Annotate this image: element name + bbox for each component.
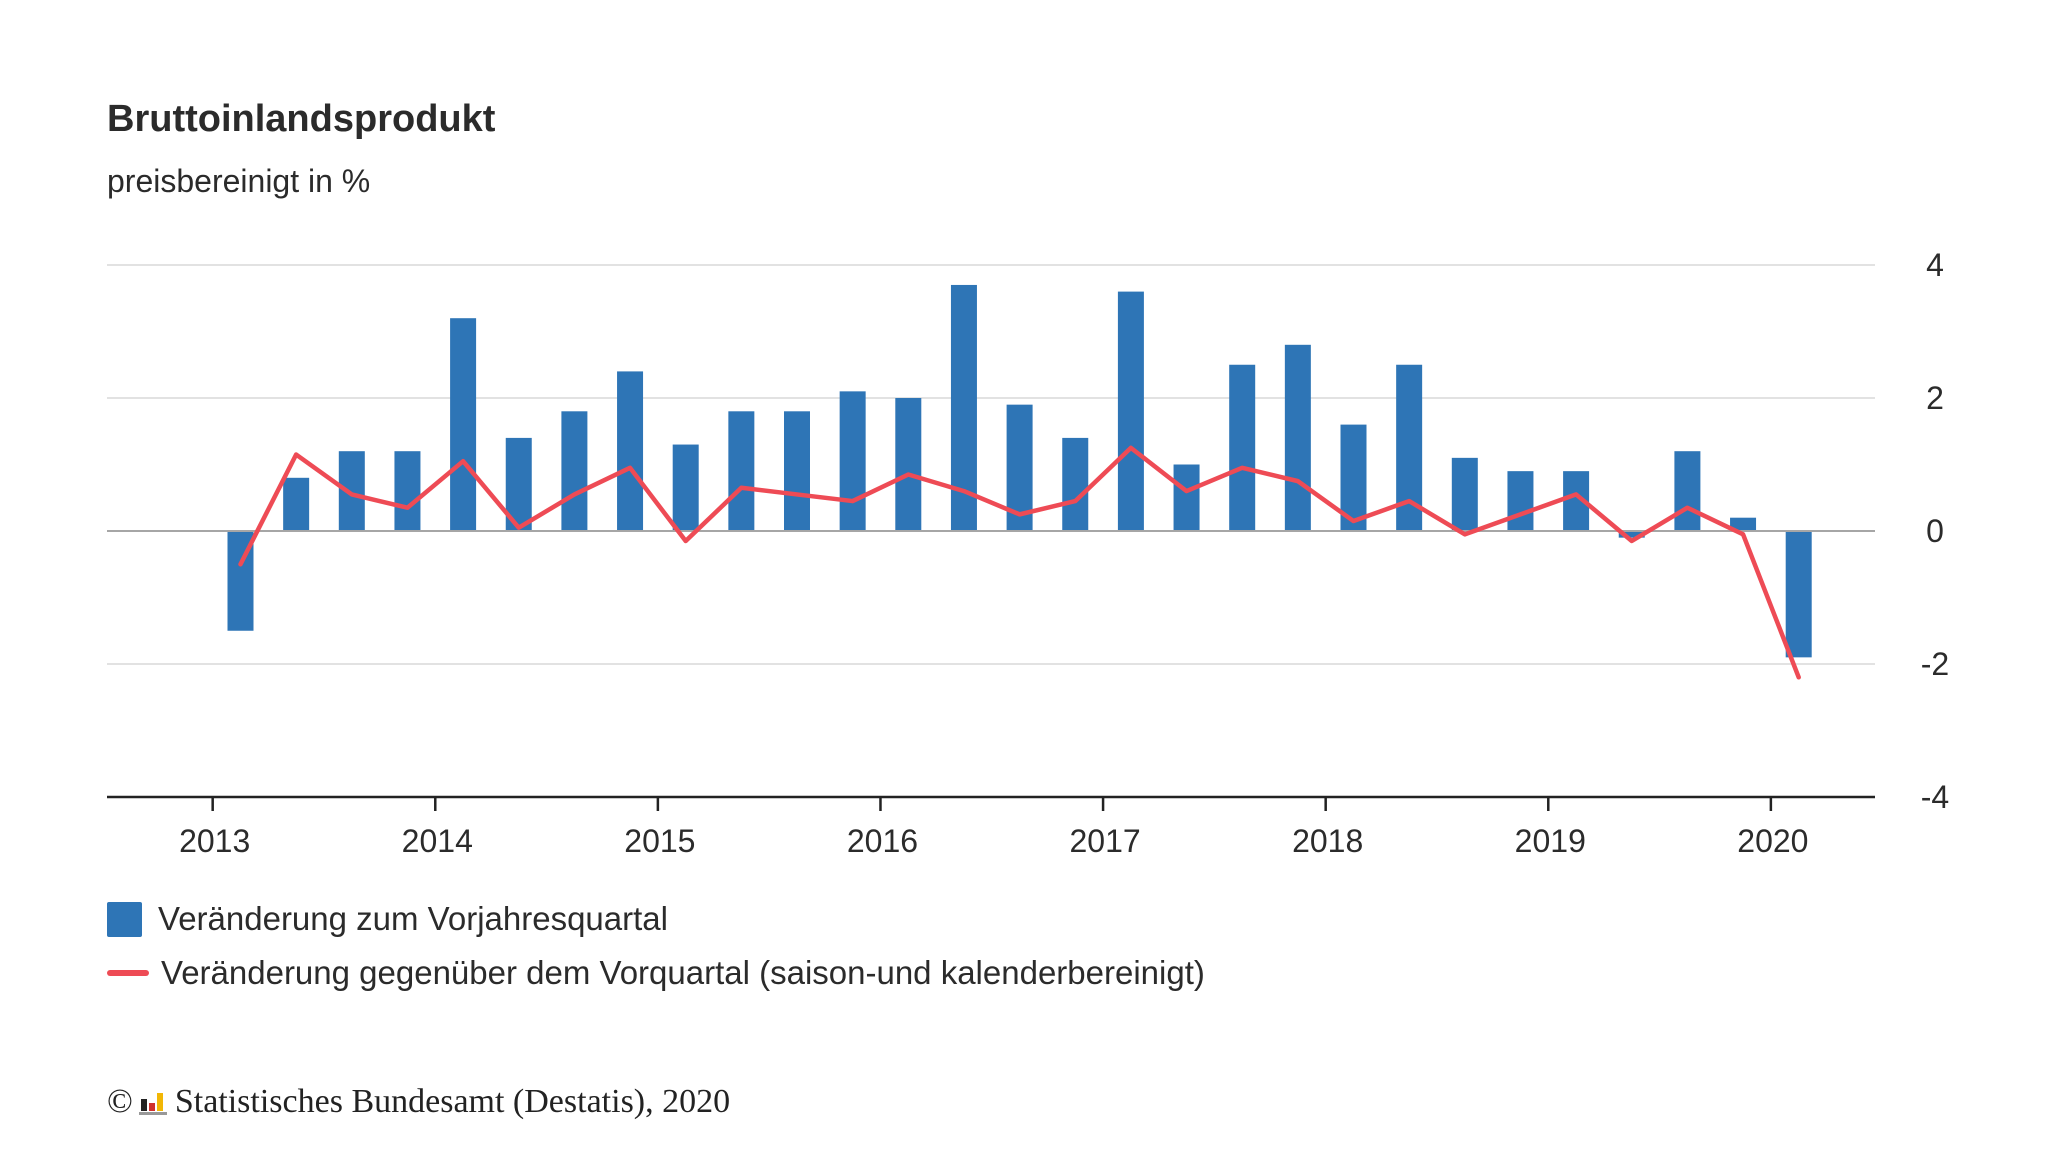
bar xyxy=(617,371,644,531)
bar xyxy=(561,411,588,531)
legend-item-bars[interactable]: Veränderung zum Vorjahresquartal xyxy=(107,892,1205,946)
y-tick-label: 4 xyxy=(1926,247,1944,283)
bar xyxy=(895,398,922,531)
bar xyxy=(1451,457,1478,531)
line-layer xyxy=(238,445,1801,680)
bar xyxy=(450,318,477,531)
grid-layer xyxy=(107,264,1875,665)
bar xyxy=(672,444,699,531)
bar xyxy=(728,411,755,531)
bar xyxy=(283,477,310,531)
legend-bar-swatch xyxy=(107,901,142,937)
x-tick-label: 2018 xyxy=(1292,823,1363,859)
y-tick-label: 0 xyxy=(1926,513,1944,549)
bar xyxy=(338,451,365,531)
x-tick-label: 2014 xyxy=(402,823,473,859)
footer-text: Statistisches Bundesamt (Destatis), 2020 xyxy=(174,1083,731,1120)
legend-item-line[interactable]: Veränderung gegenüber dem Vorquartal (sa… xyxy=(107,946,1205,1000)
bar xyxy=(1284,344,1311,531)
x-tick-label: 2015 xyxy=(624,823,695,859)
copyright-symbol: © xyxy=(107,1083,133,1120)
legend-line-label: Veränderung gegenüber dem Vorquartal (sa… xyxy=(161,954,1205,991)
x-tick-label: 2019 xyxy=(1515,823,1586,859)
y-tick-label: 2 xyxy=(1926,380,1944,416)
bar xyxy=(1062,437,1089,531)
legend-line-swatch xyxy=(107,970,149,976)
bar xyxy=(1674,451,1701,531)
x-tick-label: 2016 xyxy=(847,823,918,859)
bar xyxy=(394,451,421,531)
x-tick-label: 2013 xyxy=(179,823,250,859)
series-line xyxy=(238,445,1801,680)
bar xyxy=(784,411,810,531)
x-tick-label: 2017 xyxy=(1069,823,1140,859)
bar xyxy=(1507,471,1534,531)
y-tick-label: -4 xyxy=(1921,779,1949,815)
destatis-logo-icon xyxy=(138,1089,167,1115)
bar xyxy=(1618,531,1645,538)
bar xyxy=(1785,531,1812,658)
bar xyxy=(1173,464,1200,531)
bar xyxy=(1229,364,1256,531)
label-layer: 4 2 0 -2 -4 2013 2014 2015 2016 2017 2018 2019 2020 xyxy=(179,247,1949,859)
x-tick-label: 2020 xyxy=(1737,823,1808,859)
footer-credit: © Statistisches Bundesamt (Destatis), 20… xyxy=(107,1083,730,1121)
y-tick-label: -2 xyxy=(1921,646,1949,682)
legend: Veränderung zum Vorjahresquartal Verände… xyxy=(107,892,1205,1000)
bar xyxy=(1730,517,1757,531)
bar xyxy=(1117,291,1144,531)
chart-title: Bruttoinlandsprodukt xyxy=(107,98,496,140)
axis-layer xyxy=(107,795,1875,811)
bar-layer xyxy=(227,284,1812,658)
chart-subtitle: preisbereinigt in % xyxy=(107,163,371,199)
bar xyxy=(839,391,866,531)
legend-bar-label: Veränderung zum Vorjahresquartal xyxy=(158,900,668,937)
